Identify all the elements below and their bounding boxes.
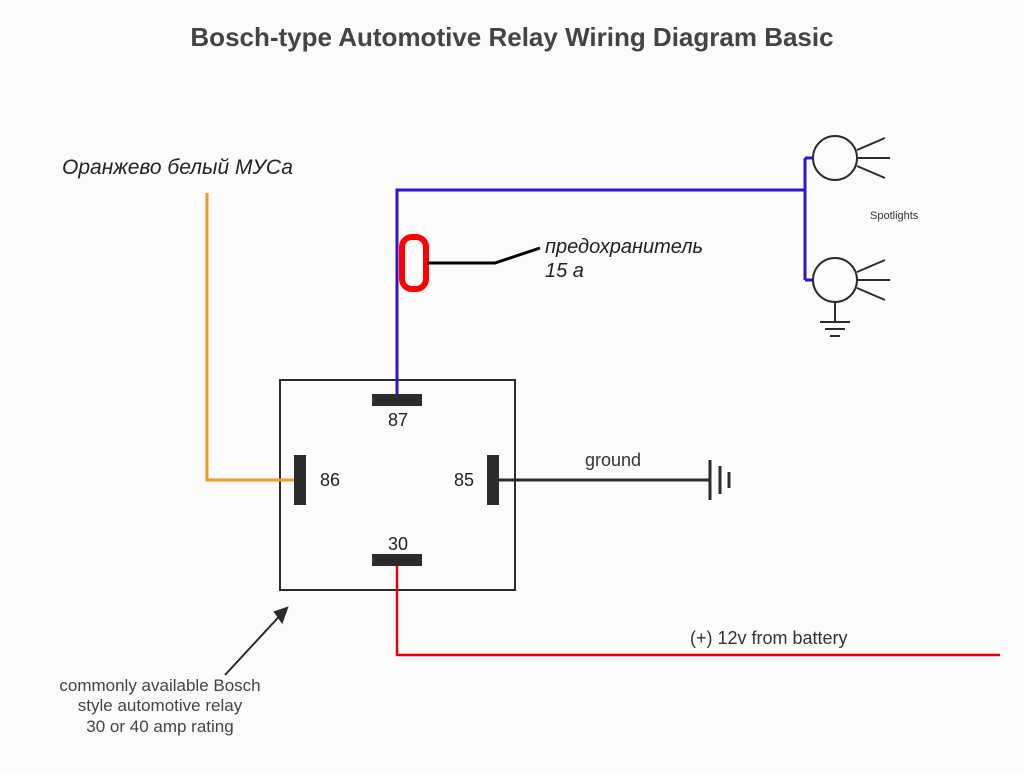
- pin-85: [487, 455, 499, 505]
- pin-30: [372, 554, 422, 566]
- spotlight-top: [813, 136, 890, 180]
- pin-87: [372, 394, 422, 406]
- wiring-svg: [0, 0, 1024, 773]
- fuse-marker: [402, 237, 426, 289]
- ground-symbol: [710, 460, 729, 500]
- blue-wire-main: [397, 158, 805, 394]
- fuse-pointer: [427, 248, 540, 263]
- spotlight-bottom: [813, 258, 890, 302]
- spotlight-ground: [820, 302, 850, 336]
- battery-wire: [397, 566, 1000, 655]
- pin-86: [294, 455, 306, 505]
- relay-note-arrow: [225, 608, 287, 675]
